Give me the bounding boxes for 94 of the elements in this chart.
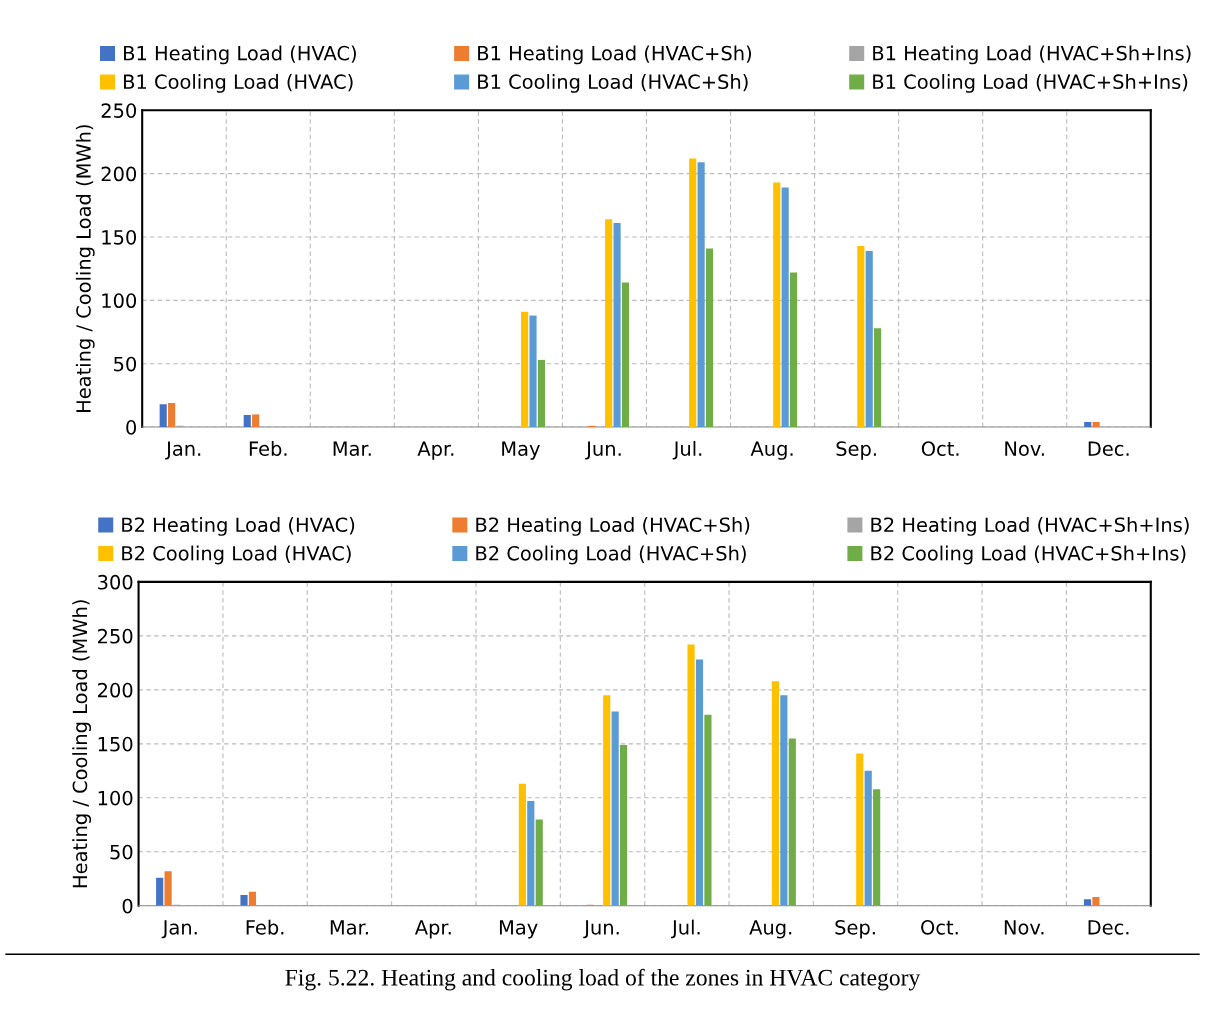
y-tick-label: 300 — [98, 574, 133, 590]
legend-label: B2 Cooling Load (HVAC) — [122, 545, 351, 565]
bar — [780, 695, 788, 906]
x-tick-label: Mar. — [333, 441, 371, 456]
x-tick-label: Oct. — [921, 919, 958, 935]
bar — [535, 819, 543, 906]
bar — [773, 182, 781, 428]
legend-label: B2 Heating Load (HVAC+Sh) — [476, 517, 750, 536]
x-tick-label: Jun. — [583, 920, 619, 939]
bar — [790, 272, 798, 428]
bar — [788, 738, 796, 906]
bar — [613, 223, 621, 428]
bar — [611, 711, 619, 906]
x-tick-label: May — [502, 441, 540, 460]
bar — [874, 328, 882, 428]
bar — [1083, 899, 1092, 906]
y-tick-label: 0 — [122, 898, 133, 914]
bar — [521, 311, 529, 428]
x-tick-label: Apr. — [417, 441, 454, 460]
legend-label: B1 Heating Load (HVAC+Sh) — [478, 45, 751, 65]
x-tick-label: Jul. — [672, 440, 702, 460]
legend-label: B2 Cooling Load (HVAC+Sh) — [476, 545, 746, 565]
bar — [857, 245, 865, 428]
y-tick-label: 250 — [98, 628, 133, 644]
caption: Fig. 5.22. Heating and cooling load of the zones in HVAC category — [285, 968, 921, 991]
x-tick-label: Jan. — [165, 441, 201, 460]
x-tick-label: May — [499, 920, 538, 939]
y-tick-label: 50 — [110, 844, 133, 860]
y-axis-title: Heating / Cooling Load (MWh) — [75, 125, 95, 413]
x-tick-label: Aug. — [749, 920, 792, 939]
x-tick-label: Feb. — [246, 919, 284, 935]
bar — [527, 801, 535, 906]
y-tick-label: 50 — [114, 356, 137, 372]
x-tick-label: Jun. — [585, 441, 621, 460]
bar — [865, 250, 873, 428]
bar — [164, 871, 172, 906]
bar — [620, 744, 628, 906]
bar — [695, 659, 704, 906]
bar — [243, 415, 251, 428]
bar — [518, 783, 526, 906]
x-tick-label: Apr. — [414, 920, 451, 939]
x-tick-label: Nov. — [1005, 441, 1044, 456]
legend-label: B1 Cooling Load (HVAC+Sh+Ins) — [873, 73, 1188, 93]
bar — [697, 162, 705, 428]
bar — [605, 219, 613, 428]
legend-label: B2 Heating Load (HVAC) — [122, 517, 355, 536]
legend-label: B2 Heating Load (HVAC+Sh+Ins) — [871, 517, 1189, 536]
x-tick-label: Aug. — [750, 441, 793, 460]
legend-label: B1 Heating Load (HVAC+Sh+Ins) — [873, 45, 1191, 65]
bar — [704, 714, 712, 906]
x-tick-label: Dec. — [1088, 920, 1129, 935]
y-tick-label: 0 — [126, 420, 137, 435]
bar — [856, 753, 864, 906]
x-tick-label: Sep. — [836, 441, 876, 460]
x-tick-label: Dec. — [1088, 441, 1129, 456]
bar — [687, 644, 695, 906]
bar — [1092, 422, 1100, 428]
bar — [689, 158, 697, 428]
legend-label: B2 Cooling Load (HVAC+Sh+Ins) — [871, 545, 1186, 565]
legend-label: B1 Cooling Load (HVAC) — [124, 73, 353, 93]
y-tick-label: 250 — [101, 103, 137, 118]
x-tick-label: Oct. — [921, 441, 959, 456]
y-tick-label: 100 — [98, 790, 133, 806]
bar — [168, 402, 176, 428]
bar — [781, 187, 789, 428]
bar — [240, 894, 248, 906]
y-axis-title: Heating / Cooling Load (MWh) — [72, 600, 92, 888]
bar — [873, 789, 881, 906]
bar — [537, 359, 545, 428]
bar — [771, 681, 779, 906]
y-tick-label: 200 — [98, 682, 133, 698]
x-tick-label: Sep. — [835, 919, 875, 939]
x-tick-label: Mar. — [330, 920, 368, 935]
bar — [248, 891, 257, 906]
bar — [1084, 422, 1092, 428]
x-tick-label: Feb. — [249, 440, 287, 456]
legend-label: B1 Cooling Load (HVAC+Sh) — [478, 73, 748, 93]
bar — [1092, 897, 1100, 906]
x-tick-label: Jan. — [161, 920, 197, 939]
legend-label: B1 Heating Load (HVAC) — [124, 45, 356, 65]
y-tick-label: 100 — [102, 293, 137, 309]
y-tick-label: 200 — [101, 166, 137, 182]
y-tick-label: 150 — [98, 736, 133, 752]
bar — [603, 695, 611, 906]
bar — [529, 315, 537, 428]
bar — [156, 877, 164, 906]
bar — [159, 404, 167, 428]
bar — [705, 248, 714, 428]
bar — [864, 770, 872, 906]
y-tick-label: 150 — [102, 229, 137, 245]
bar — [621, 282, 630, 428]
x-tick-label: Nov. — [1004, 920, 1044, 935]
x-tick-label: Jul. — [671, 919, 700, 939]
bar — [252, 414, 260, 428]
